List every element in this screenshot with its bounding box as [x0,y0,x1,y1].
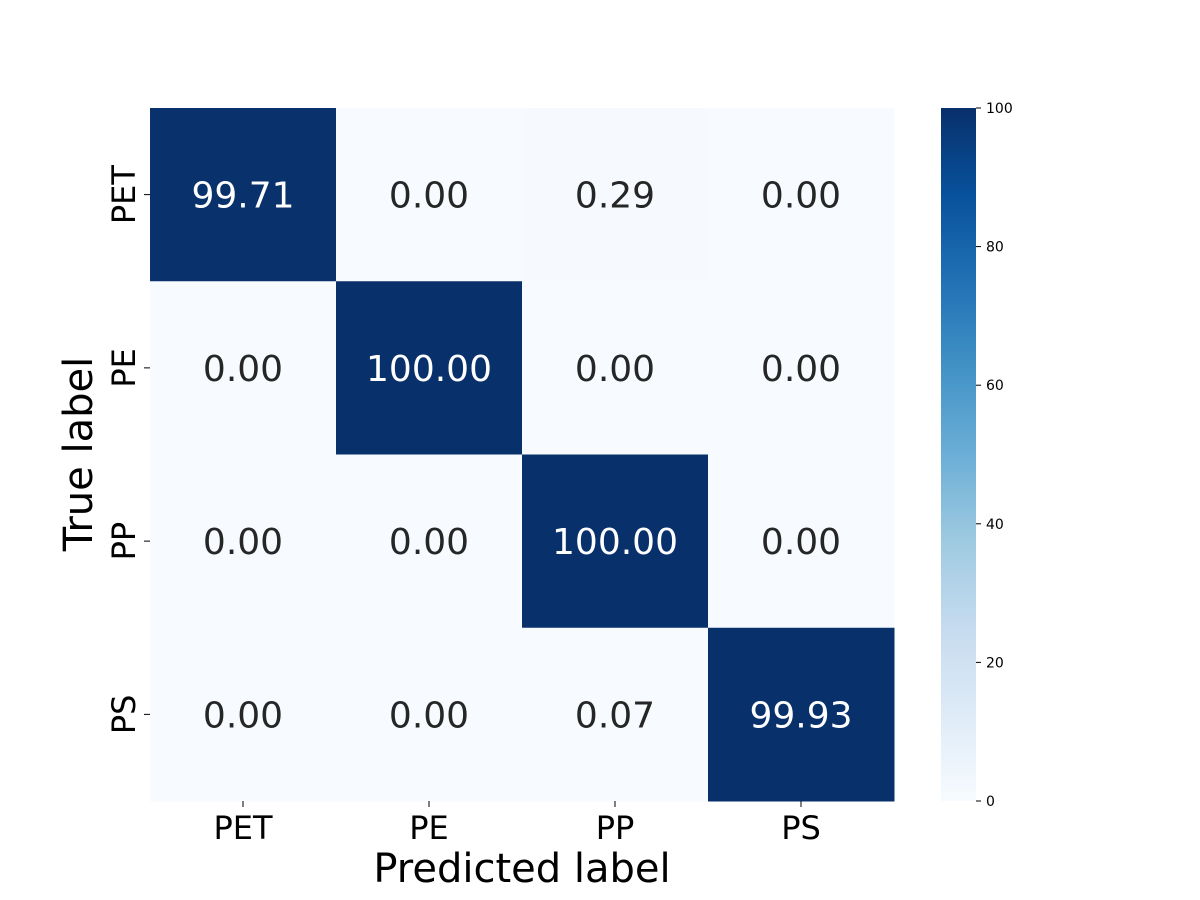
colorbar-tick-label: 100 [986,101,1013,117]
x-tick-label: PS [781,809,821,847]
x-tick-label: PET [213,809,273,847]
heatmap-cell [336,108,523,282]
y-axis-title: True label [56,357,102,552]
heatmap-cell [522,281,709,455]
cell-value-label: 0.00 [389,176,469,217]
cell-value-label: 0.07 [575,695,655,736]
y-tick-label: PET [105,165,143,225]
heatmap-cell [522,454,709,629]
colorbar: 0 20 40 60 80 100 [941,101,1013,810]
y-tick-label: PP [105,522,143,561]
x-axis-title: Predicted label [373,846,670,892]
y-tick-label: PS [105,695,143,735]
colorbar-tick-label: 40 [986,517,1004,533]
heatmap-cell [708,627,895,802]
cell-value-label: 0.00 [203,349,283,390]
heatmap-cell [150,454,337,629]
heatmap-cell [522,627,709,802]
heatmap-cell [150,627,337,802]
x-axis-ticks: PET PE PP PS [213,801,821,847]
cell-value-label: 99.71 [191,176,294,217]
colorbar-ticks: 0 20 40 60 80 100 [976,101,1013,810]
colorbar-tick-label: 20 [986,655,1004,671]
heatmap-cell [150,281,337,455]
heatmap-cells [150,108,895,802]
colorbar-tick-label: 60 [986,378,1004,394]
heatmap-cell [522,108,709,282]
cell-value-label: 0.00 [575,349,655,390]
heatmap-cell [336,454,523,629]
heatmap-cell [336,281,523,455]
cell-value-label: 100.00 [366,349,492,390]
x-tick-label: PP [596,809,635,847]
heatmap-cell [150,108,337,282]
cell-value-label: 0.00 [389,695,469,736]
cell-value-label: 0.00 [203,522,283,563]
cell-value-label: 0.00 [761,522,841,563]
colorbar-tick-label: 0 [986,794,995,810]
cell-value-label: 0.00 [761,176,841,217]
heatmap-cell [708,281,895,455]
heatmap-cell [708,108,895,282]
colorbar-gradient [941,108,976,801]
cell-value-label: 0.00 [761,349,841,390]
cell-value-label: 0.00 [203,695,283,736]
y-axis-ticks: PET PE PP PS [105,165,150,735]
cell-value-label: 0.29 [575,176,655,217]
cell-value-label: 100.00 [552,522,678,563]
heatmap-cell [708,454,895,629]
heatmap-cell [336,627,523,802]
colorbar-tick-label: 80 [986,240,1004,256]
y-tick-label: PE [105,348,143,388]
heatmap-cell-labels: 99.71 0.00 0.29 0.00 0.00 100.00 0.00 0.00 0.00 0… [191,176,852,737]
cell-value-label: 99.93 [749,695,852,736]
cell-value-label: 0.00 [389,522,469,563]
x-tick-label: PE [409,809,449,847]
